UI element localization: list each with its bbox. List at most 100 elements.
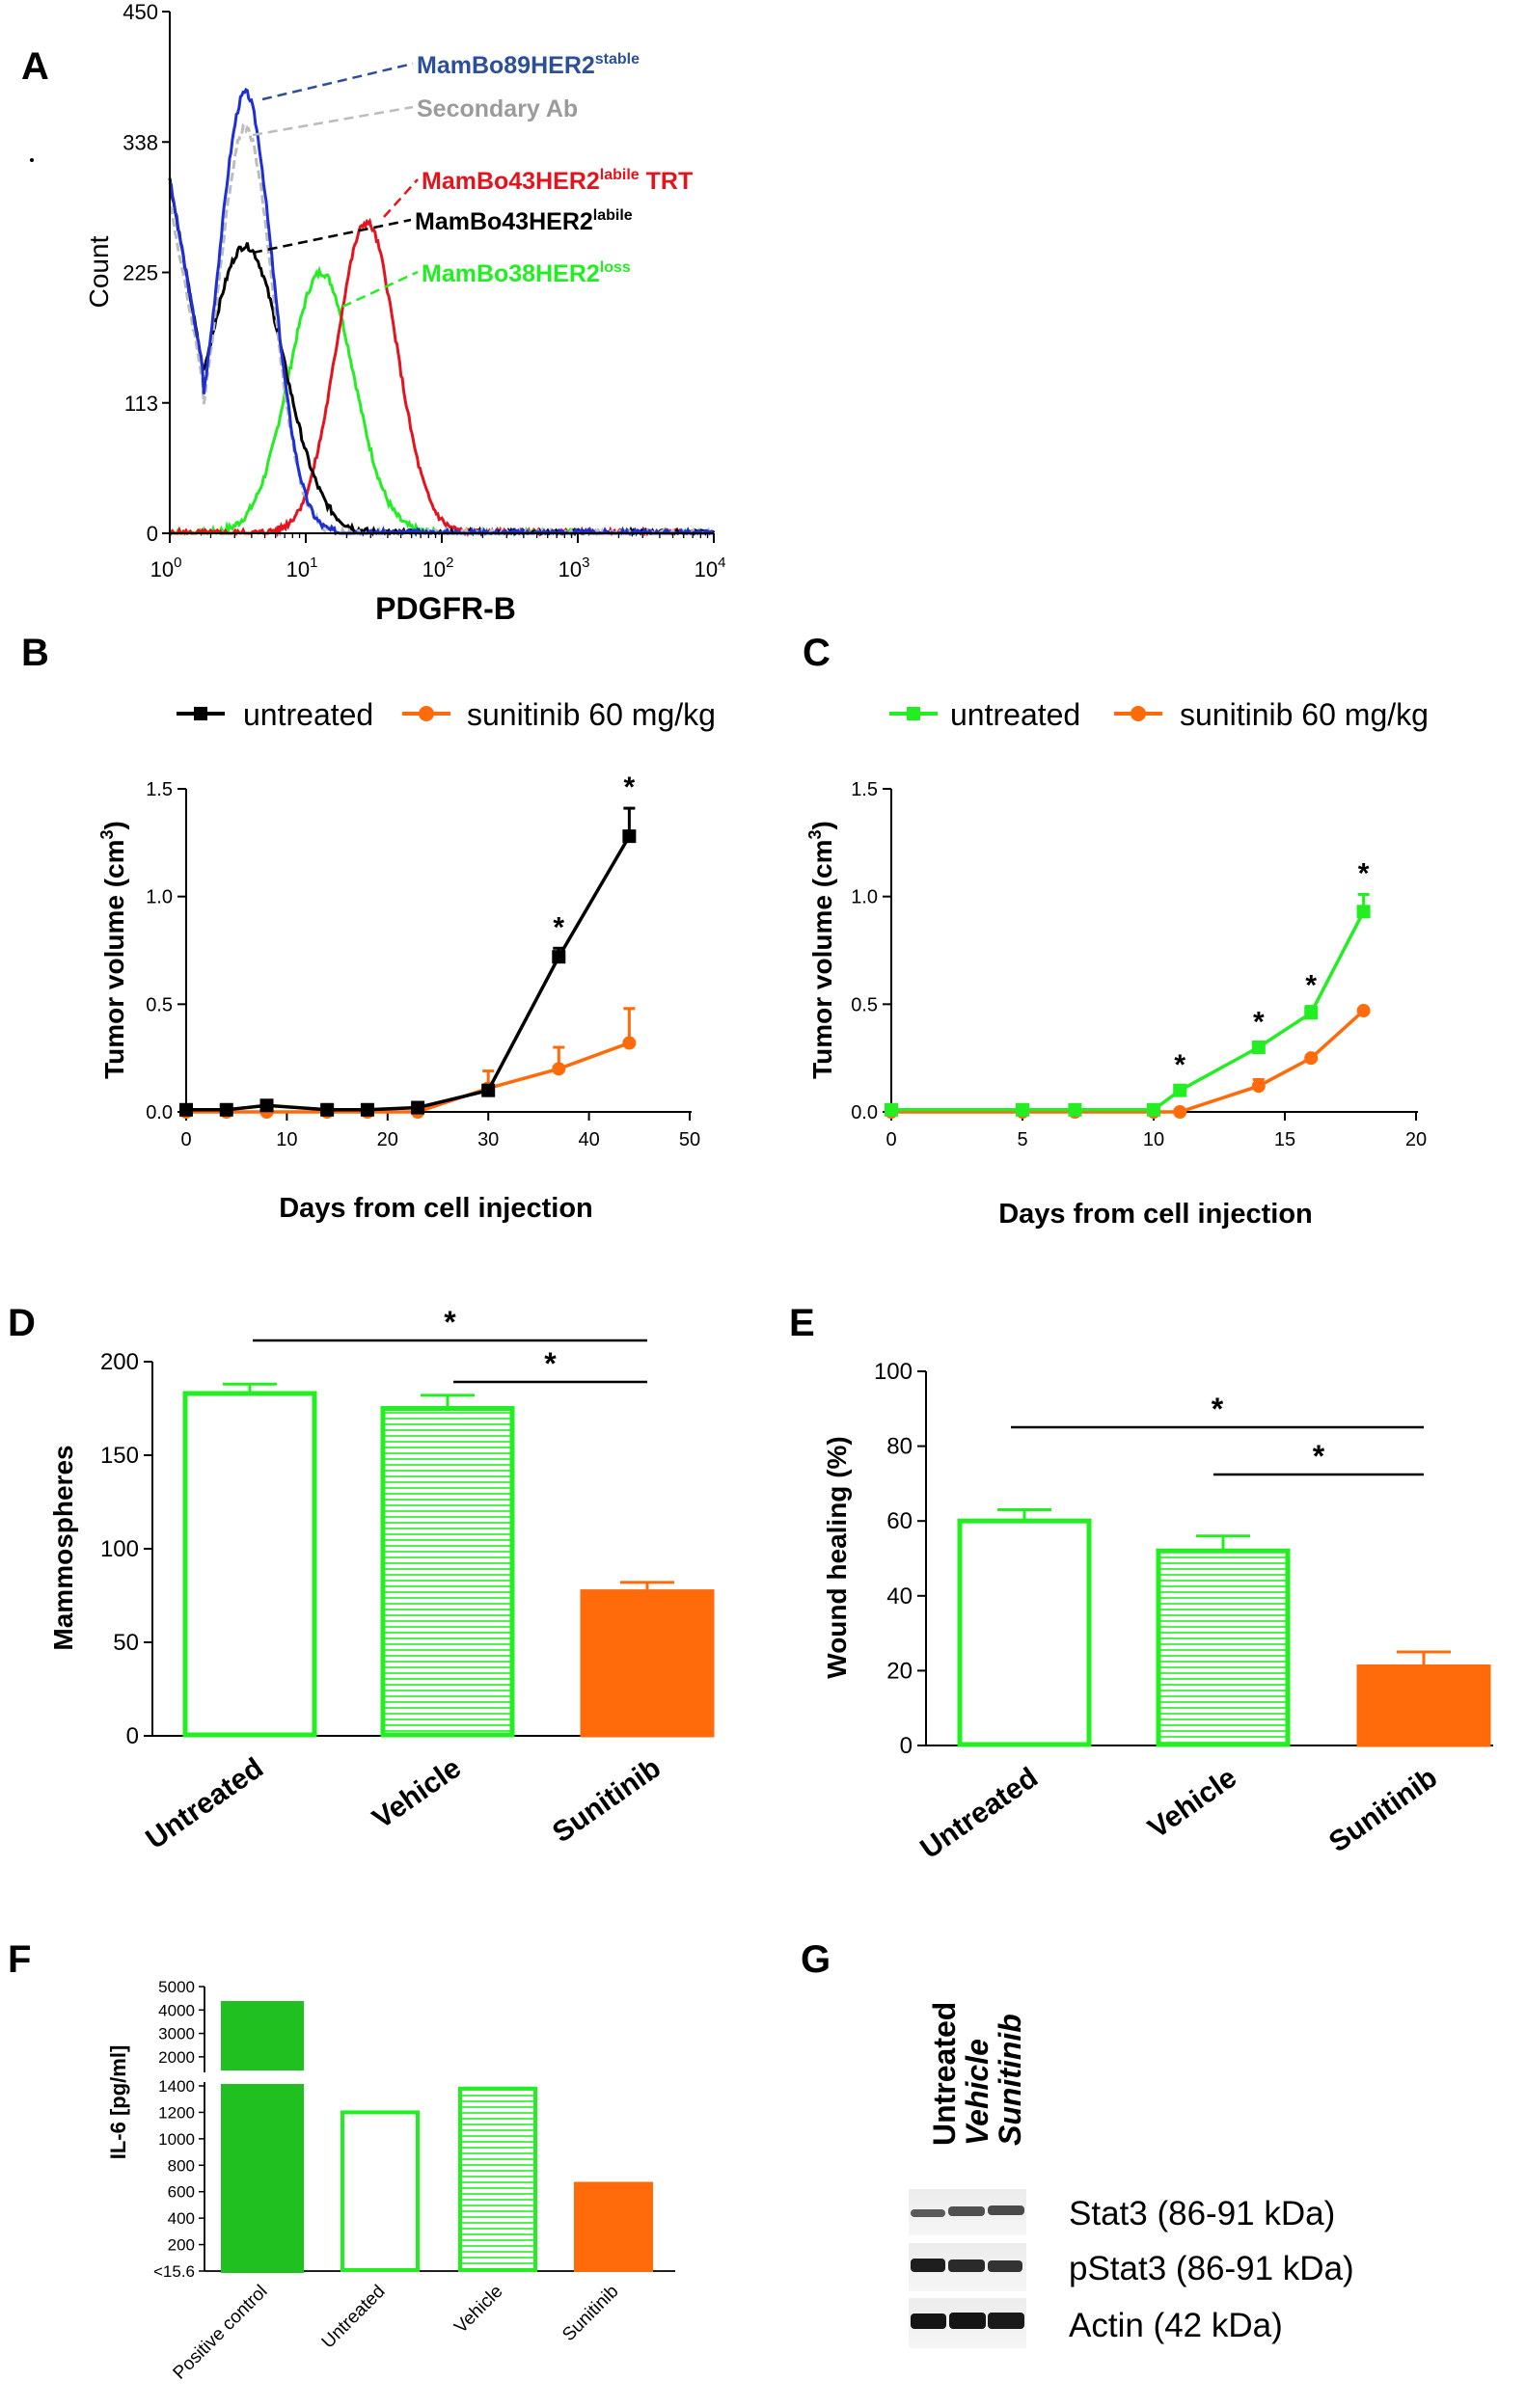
data-point: [1147, 1102, 1160, 1117]
panel-label-a: A: [21, 45, 49, 88]
data-point: [1173, 1105, 1187, 1119]
data-point: [1304, 1006, 1319, 1020]
a-y-tick-label: 225: [123, 261, 158, 285]
y-tick-label: 1400: [158, 2077, 195, 2096]
data-point: [552, 1062, 566, 1076]
data-point: [1304, 1051, 1319, 1066]
c-x-axis-title: Days from cell injection: [998, 1199, 1313, 1230]
a-x-tick-label: 102: [422, 555, 454, 582]
panel-label-f: F: [8, 1938, 31, 1981]
panel-label-d: D: [8, 1302, 36, 1344]
a-series-label: MamBo89HER2stable: [417, 51, 640, 79]
blot-band: [948, 2259, 985, 2272]
a-series-label: MamBo43HER2labile: [415, 207, 633, 235]
data-point: [320, 1102, 335, 1117]
c-legend-marker-untreated: [907, 707, 920, 720]
x-tick-label: 50: [679, 1129, 700, 1150]
a-series-label: MamBo43HER2labile TRT: [422, 167, 693, 195]
data-point: [1068, 1102, 1082, 1117]
a-leader-line: [261, 62, 414, 101]
y-tick-label: 1.0: [146, 887, 173, 908]
y-tick-label: 4000: [158, 2001, 195, 2019]
data-point: [1016, 1102, 1029, 1117]
e-y-axis-title: Wound healing (%): [822, 1436, 852, 1678]
blot-band: [911, 2209, 945, 2217]
category-label: Sunitinib: [1323, 1762, 1443, 1859]
bar-lower-0: [221, 2084, 304, 2273]
a-histogram-blue: [168, 87, 714, 537]
a-x-tick-label: 103: [559, 555, 590, 582]
significance-star: *: [1253, 1007, 1265, 1039]
a-x-tick-label: 101: [286, 555, 318, 582]
category-label: Vehicle: [367, 1752, 467, 1835]
y-tick-label: 0: [126, 1723, 139, 1749]
bar-sunitinib: [1356, 1664, 1491, 1747]
category-label: Positive control: [170, 2282, 272, 2384]
bar-3: [574, 2181, 653, 2272]
y-tick-label: 1.5: [851, 779, 878, 800]
series-line-orange: [891, 1009, 1365, 1114]
significance-star: *: [544, 1346, 557, 1381]
panel-g-western-blot: Untreated Vehicle Sunitinib Stat3 (86-91…: [909, 2002, 1354, 2348]
blot-band: [911, 2259, 945, 2272]
blot-lane-label-sunitinib: Sunitinib: [993, 2014, 1027, 2146]
blot-strip-pstat3: [909, 2243, 1026, 2291]
panel-a-histogram: 0 113 225 338 450 100 101 102 103 104 MamBo89HER…: [30, 0, 725, 626]
data-point: [885, 1102, 898, 1117]
blot-band: [988, 2260, 1022, 2272]
a-x-axis-title: PDGFR-B: [375, 591, 516, 626]
panel-c-growth: untreated sunitinib 60 mg/kg 0 5 10 15 20 0.0…: [805, 697, 1429, 1230]
blot-lane-label-untreated: Untreated: [927, 2002, 962, 2146]
a-leader-line: [383, 178, 419, 218]
y-tick-label: 20: [886, 1658, 913, 1684]
x-tick-label: 0: [886, 1129, 896, 1150]
y-tick-label: 200: [168, 2236, 195, 2255]
bar-untreated: [957, 1518, 1092, 1747]
y-tick-label: 200: [100, 1349, 139, 1375]
data-point: [622, 829, 637, 844]
category-label: Untreated: [914, 1762, 1044, 1865]
data-point: [259, 1098, 274, 1113]
data-point: [1251, 1041, 1266, 1054]
blot-band: [948, 2206, 985, 2216]
bar-untreated: [182, 1391, 317, 1738]
category-label: Untreated: [140, 1752, 269, 1855]
y-tick-label: <15.6: [153, 2262, 195, 2281]
x-tick-label: 5: [1017, 1129, 1027, 1150]
d-y-axis-title: Mammospheres: [48, 1445, 78, 1650]
bar-upper-0: [221, 2001, 304, 2070]
data-point: [1251, 1079, 1266, 1094]
y-tick-label: 0.5: [851, 994, 878, 1015]
b-legend-marker-untreated: [194, 707, 207, 720]
blot-band: [911, 2313, 946, 2329]
x-tick-label: 30: [477, 1129, 499, 1150]
y-tick-label: 400: [168, 2209, 195, 2228]
y-tick-label: 1200: [158, 2103, 195, 2122]
x-tick-label: 0: [180, 1129, 191, 1150]
panel-label-g: G: [801, 1938, 831, 1981]
f-y-axis-title: IL-6 [pg/ml]: [106, 2045, 130, 2160]
c-legend-marker-sunitinib: [1131, 706, 1146, 721]
b-legend: untreated sunitinib 60 mg/kg: [177, 697, 716, 732]
data-point: [1173, 1083, 1187, 1097]
y-tick-label: 5000: [158, 1978, 195, 1996]
series-line-green: [891, 910, 1366, 1112]
b-x-axis-title: Days from cell injection: [279, 1193, 593, 1224]
y-tick-label: 0.5: [146, 994, 173, 1015]
panel-label-e: E: [789, 1302, 815, 1344]
c-y-axis-title: Tumor volume (cm3): [805, 821, 837, 1079]
a-leader-line: [252, 218, 412, 255]
bar-2: [458, 2086, 537, 2273]
blot-strip-actin: [909, 2298, 1026, 2348]
y-tick-label: 1.0: [851, 887, 878, 908]
x-tick-label: 15: [1274, 1129, 1295, 1150]
x-tick-label: 20: [377, 1129, 398, 1150]
significance-star: *: [1358, 857, 1370, 889]
y-tick-label: 2000: [158, 2048, 195, 2067]
blot-band: [988, 2313, 1024, 2329]
a-stray-dot: [30, 158, 34, 162]
data-point: [622, 1036, 637, 1050]
b-legend-label-untreated: untreated: [243, 697, 373, 732]
blot-lane-label-vehicle: Vehicle: [960, 2039, 995, 2146]
